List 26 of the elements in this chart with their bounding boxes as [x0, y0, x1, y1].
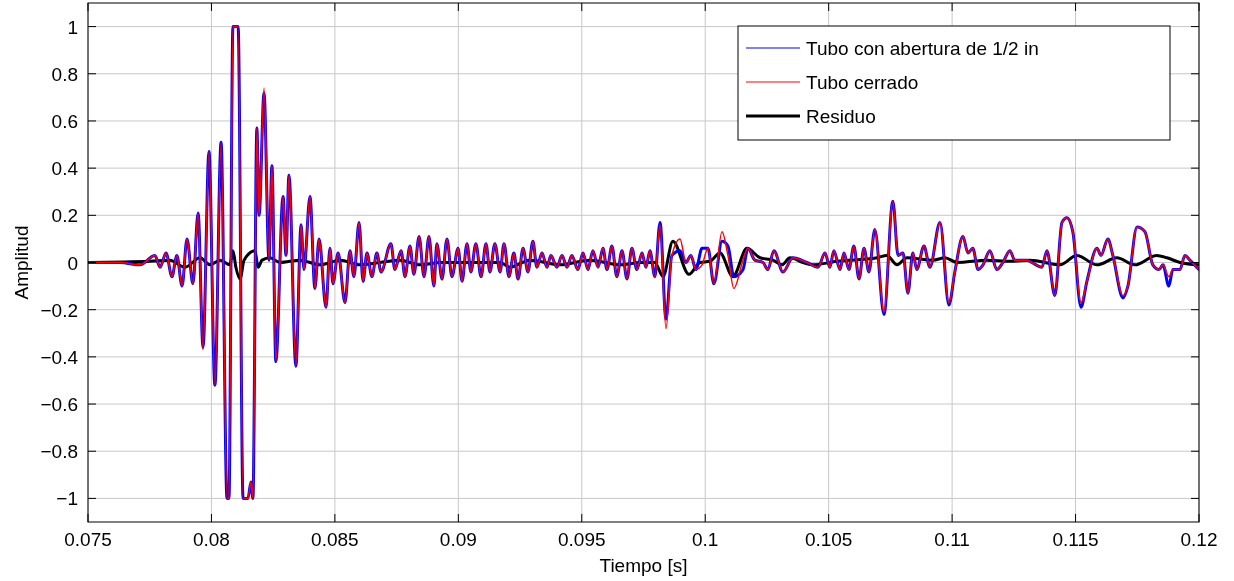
x-tick-label: 0.12: [1180, 529, 1218, 550]
x-tick-label: 0.09: [439, 529, 477, 550]
x-tick-label: 0.11: [934, 529, 970, 550]
x-axis-title: Tiempo [s]: [599, 555, 688, 576]
x-tick-label: 0.115: [1052, 529, 1099, 550]
y-tick-label: −0.6: [40, 394, 78, 416]
y-tick-label: 0.6: [51, 110, 78, 132]
x-tick-label: 0.085: [311, 529, 359, 550]
legend-label: Residuo: [806, 106, 876, 127]
y-axis-title: Amplitud: [11, 225, 32, 300]
legend-label: Tubo con abertura de 1/2 in: [806, 38, 1039, 59]
x-tick-label: 0.105: [804, 529, 853, 550]
y-tick-label: −1: [56, 488, 78, 510]
y-tick-label: 0.4: [51, 158, 79, 180]
y-tick-label: −0.4: [40, 346, 79, 368]
y-tick-label: 0.2: [51, 205, 78, 227]
y-tick-label: 0: [67, 252, 78, 274]
x-tick-label: 0.095: [558, 529, 606, 550]
x-tick-label: 0.08: [192, 529, 230, 550]
y-tick-label: 1: [67, 16, 78, 38]
x-tick-label: 0.075: [64, 529, 112, 550]
x-tick-label: 0.1: [692, 529, 719, 550]
y-tick-label: −0.8: [40, 441, 78, 463]
y-tick-label: 0.8: [51, 63, 78, 85]
legend-label: Tubo cerrado: [806, 72, 919, 93]
y-tick-label: −0.2: [40, 299, 78, 321]
